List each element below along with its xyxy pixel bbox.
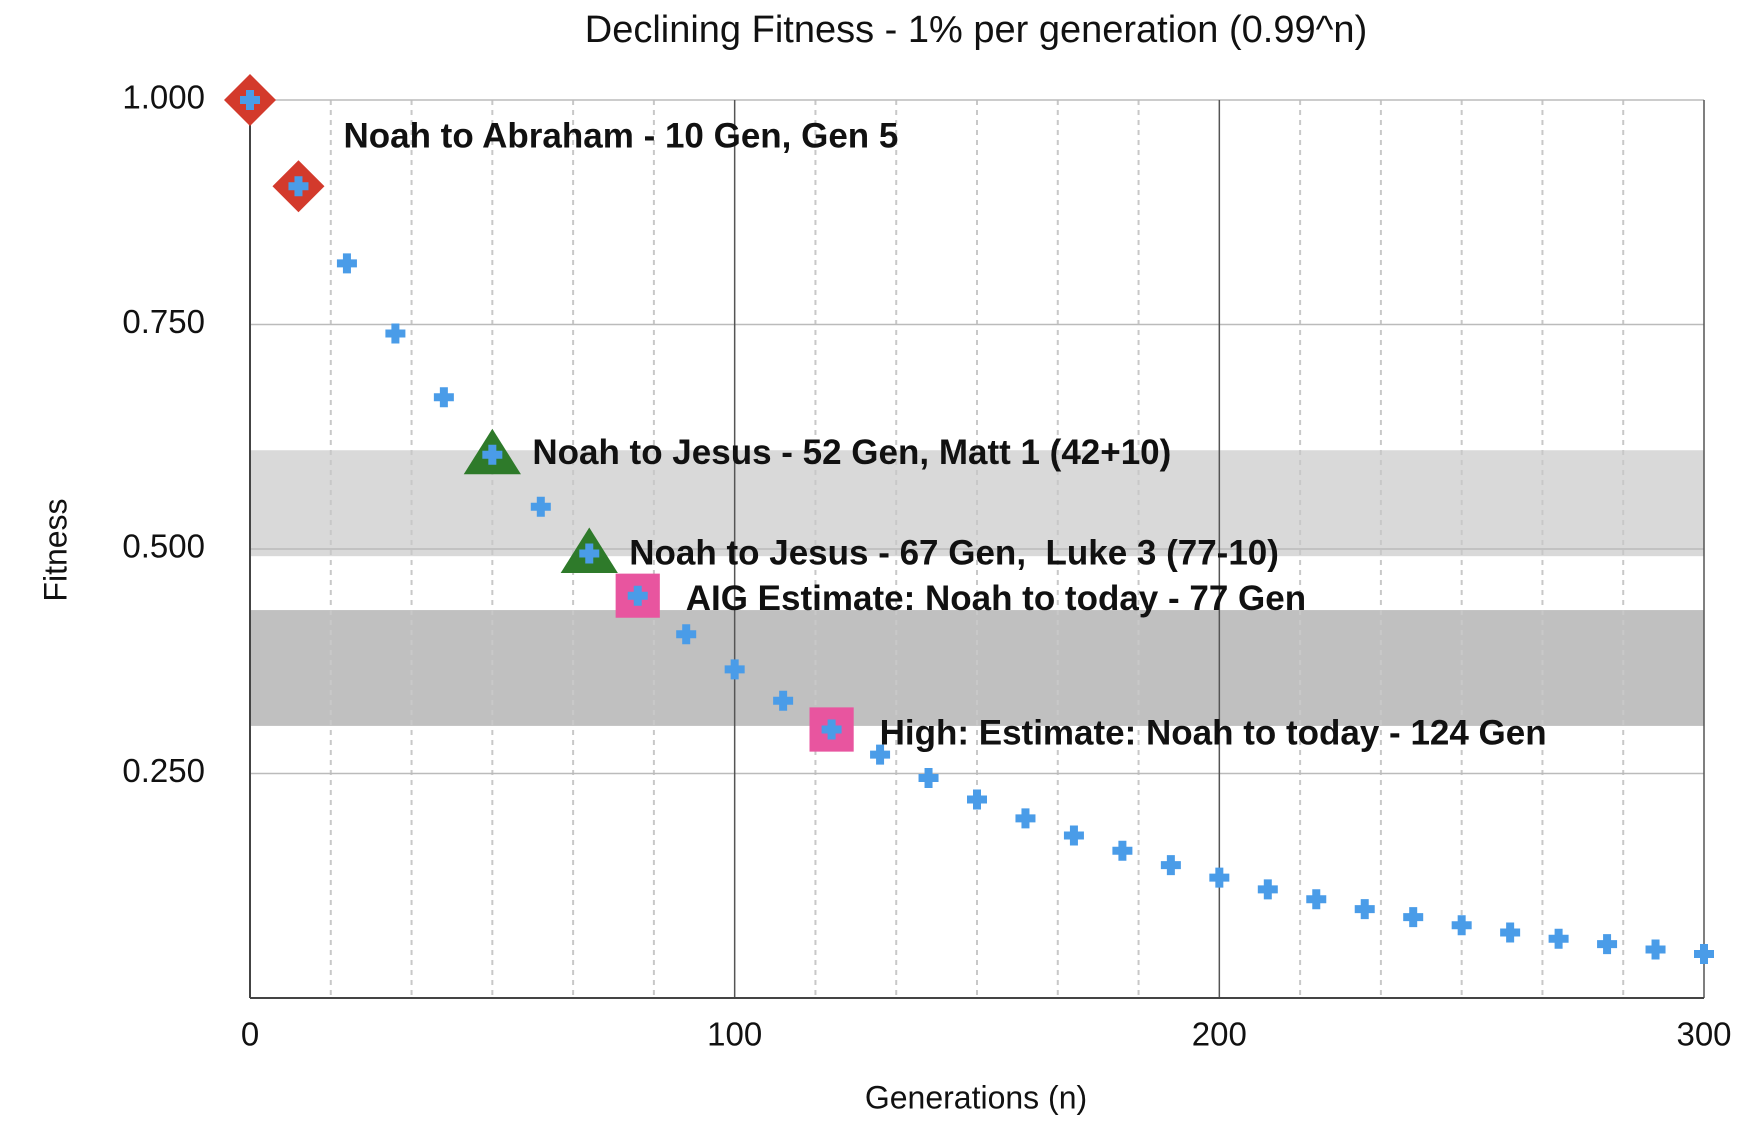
point [1403, 907, 1424, 928]
point [530, 496, 551, 517]
point [870, 744, 891, 765]
point [288, 176, 309, 197]
point [918, 767, 939, 788]
point [676, 624, 697, 645]
point [1015, 808, 1036, 829]
point [773, 690, 794, 711]
annotation: Noah to Jesus - 67 Gen, Luke 3 (77-10) [629, 534, 1279, 573]
y-tick-label: 1.000 [122, 79, 205, 116]
point [1354, 899, 1375, 920]
point [724, 659, 745, 680]
point [1451, 915, 1472, 936]
annotation: High: Estimate: Noah to today - 124 Gen [880, 714, 1547, 753]
point [1645, 939, 1666, 960]
x-tick-label: 300 [1676, 1016, 1731, 1053]
point [482, 444, 503, 465]
point [967, 789, 987, 810]
point [1500, 922, 1521, 943]
y-tick-label: 0.750 [122, 303, 205, 340]
y-tick-label: 0.500 [122, 528, 205, 565]
point [1112, 840, 1133, 861]
x-axis-label: Generations (n) [865, 1079, 1087, 1115]
x-tick-label: 0 [241, 1016, 259, 1053]
point [579, 543, 600, 564]
band [250, 610, 1704, 726]
point [1160, 855, 1181, 876]
point [433, 387, 454, 408]
annotation: AIG Estimate: Noah to today - 77 Gen [686, 579, 1306, 618]
point [1257, 879, 1278, 900]
point [821, 719, 842, 740]
point [336, 253, 357, 274]
point [1548, 928, 1569, 949]
annotation: Noah to Abraham - 10 Gen, Gen 5 [343, 116, 898, 155]
annotation: Noah to Jesus - 52 Gen, Matt 1 (42+10) [532, 433, 1171, 472]
y-axis-label: Fitness [37, 498, 73, 601]
point [385, 323, 406, 344]
point [627, 585, 648, 606]
x-tick-label: 200 [1192, 1016, 1247, 1053]
point [240, 90, 260, 110]
point [1209, 867, 1230, 888]
point [1063, 825, 1084, 846]
chart-title: Declining Fitness - 1% per generation (0… [585, 9, 1367, 51]
y-tick-label: 0.250 [122, 752, 205, 789]
x-tick-label: 100 [707, 1016, 762, 1053]
point [1306, 889, 1327, 910]
point [1694, 943, 1714, 964]
point [1597, 934, 1618, 955]
